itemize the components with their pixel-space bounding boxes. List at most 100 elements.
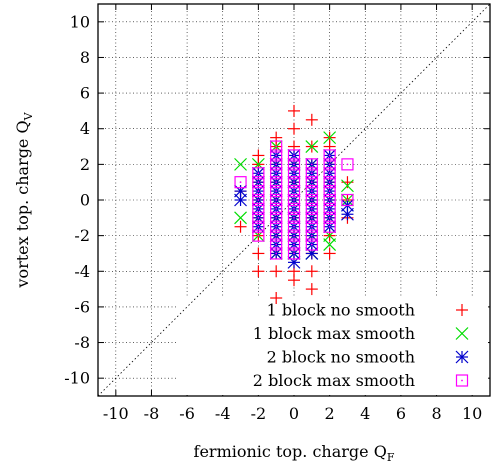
legend-label: 1 block no smooth (267, 301, 415, 320)
data-point (305, 265, 318, 278)
data-point (270, 149, 283, 162)
y-axis-label-text: vortex top. charge (13, 139, 32, 289)
data-point (305, 202, 318, 216)
legend-marker (455, 374, 469, 387)
legend-label: 1 block max smooth (253, 324, 415, 343)
data-point (287, 238, 301, 251)
series-4-points (234, 140, 354, 260)
y-tick-label: -4 (74, 262, 90, 281)
data-point (270, 229, 283, 242)
data-point (252, 176, 265, 189)
data-point (305, 238, 318, 251)
y-tick-label: 4 (80, 119, 90, 138)
x-tick-label: 6 (396, 404, 406, 423)
data-point (305, 193, 318, 207)
data-point (287, 167, 301, 180)
data-point (323, 202, 336, 216)
data-point (270, 167, 283, 180)
data-point (252, 220, 265, 233)
data-point (323, 211, 336, 224)
y-axis-label: vortex top. charge QV (13, 111, 35, 288)
data-point (270, 140, 283, 153)
legend-marker (455, 327, 469, 340)
data-point (287, 247, 301, 260)
data-point (252, 211, 265, 224)
data-point (270, 176, 283, 189)
data-point (305, 220, 318, 233)
data-point (341, 207, 354, 221)
legend: 1 block no smooth 1 block max smooth 2 blo… (253, 301, 469, 390)
data-point (287, 193, 301, 207)
y-tick-label: 10 (70, 12, 90, 31)
data-point (305, 176, 318, 189)
y-tick-label: 2 (80, 155, 90, 174)
y-tick-label: -8 (74, 333, 90, 352)
data-point (234, 220, 247, 233)
data-point (234, 211, 247, 225)
y-tick-label: -10 (64, 369, 90, 388)
x-tick-label: 2 (325, 404, 335, 423)
data-point (323, 220, 336, 233)
data-point (252, 149, 265, 162)
plot-frame (97, 3, 491, 397)
data-point (323, 238, 337, 251)
x-axis-label-symbol: Q (374, 442, 387, 461)
y-tick-label: 0 (80, 191, 90, 210)
data-point (287, 229, 301, 242)
data-point (270, 247, 283, 260)
data-point (252, 265, 265, 278)
data-point (305, 229, 318, 242)
data-point (305, 140, 319, 153)
data-point (270, 220, 283, 233)
y-axis-label-subscript: V (22, 111, 35, 121)
data-point (323, 131, 337, 145)
legend-label: 2 block no smooth (267, 348, 415, 367)
data-point (287, 176, 301, 189)
data-points (234, 104, 354, 304)
legend-label: 2 block max smooth (253, 371, 415, 390)
data-point (305, 167, 318, 180)
data-point (252, 184, 265, 198)
data-point (252, 247, 265, 260)
data-point (288, 122, 300, 135)
x-tick-label: -4 (215, 404, 231, 423)
data-point (323, 158, 336, 171)
x-tick-label: 4 (360, 404, 370, 423)
data-point (287, 220, 301, 233)
data-point (270, 193, 283, 207)
data-point (341, 158, 354, 171)
data-point (341, 193, 354, 207)
data-point (341, 179, 354, 193)
data-point (323, 149, 336, 162)
data-point (323, 176, 336, 189)
data-point (270, 211, 283, 224)
y-axis-label-symbol: Q (13, 120, 32, 133)
x-axis-label-text: fermionic top. charge (194, 442, 369, 461)
x-tick-label: 0 (289, 404, 299, 423)
x-tick-label: -10 (103, 404, 129, 423)
y-tick-label: 8 (80, 48, 90, 67)
data-point (323, 247, 336, 260)
data-point (305, 211, 318, 224)
data-point (288, 104, 300, 117)
x-tick-label: -6 (179, 404, 195, 423)
y-tick-label: 6 (80, 84, 90, 103)
x-tick-label: -2 (251, 404, 267, 423)
legend-background (178, 296, 488, 395)
data-point (305, 184, 318, 198)
data-point (270, 292, 283, 304)
y-tick-label: -6 (74, 297, 90, 316)
data-point (323, 193, 336, 207)
tick-labels: -10 -8 -6 -4 -2 0 2 4 6 8 10 -10 -8 -6 -4 -2 0 2 4 6 8 10 (64, 12, 482, 423)
data-point (270, 265, 283, 278)
data-point (287, 149, 301, 162)
data-point (287, 184, 301, 198)
data-point (287, 202, 301, 216)
data-point (305, 113, 318, 126)
data-point (234, 176, 247, 189)
data-point (323, 167, 336, 180)
x-tick-label: 8 (431, 404, 441, 423)
data-point (305, 283, 318, 296)
x-axis-label: fermionic top. charge QF (194, 442, 395, 464)
legend-marker (456, 304, 468, 316)
